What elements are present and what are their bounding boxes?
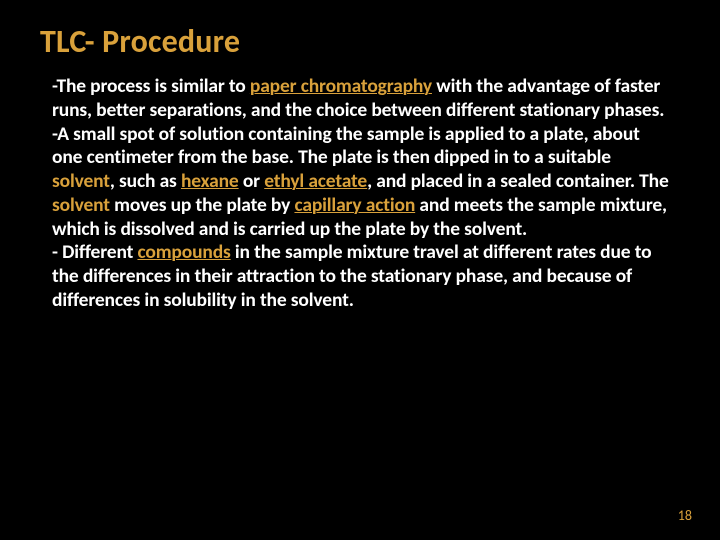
para2-d: , and placed in a sealed container. The [367, 169, 669, 193]
para2-b: , such as [110, 169, 181, 193]
para2-c: or [239, 169, 265, 193]
para2-a: -A small spot of solution containing the… [52, 122, 640, 170]
para1-a: -The process is similar to [52, 74, 250, 98]
highlight-compounds: compounds [137, 240, 230, 264]
para2-e: moves up the plate by [110, 193, 295, 217]
slide: TLC- Procedure -The process is similar t… [0, 0, 720, 540]
slide-title: TLC- Procedure [40, 22, 680, 61]
highlight-solvent-1: solvent [52, 169, 110, 193]
highlight-capillary-action: capillary action [294, 193, 415, 217]
page-number: 18 [678, 507, 692, 524]
slide-body: -The process is similar to paper chromat… [40, 75, 680, 313]
highlight-solvent-2: solvent [52, 193, 110, 217]
highlight-paper-chromatography: paper chromatography [250, 74, 432, 98]
para3-a: - Different [52, 240, 137, 264]
highlight-hexane: hexane [181, 169, 239, 193]
highlight-ethyl-acetate: ethyl acetate [264, 169, 367, 193]
